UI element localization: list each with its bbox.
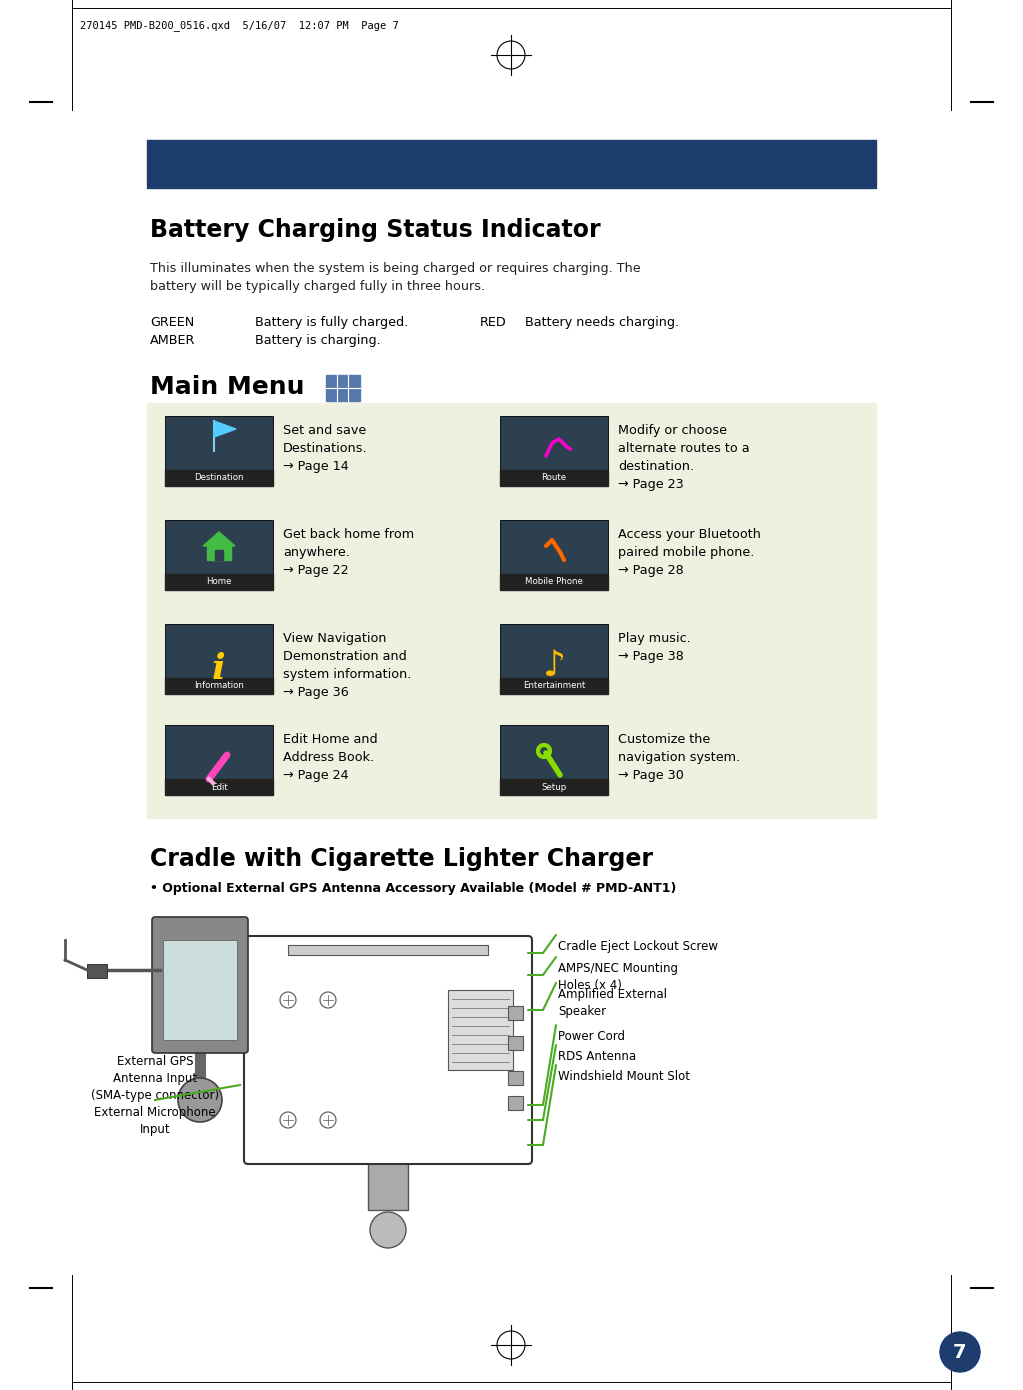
Bar: [165, 624, 273, 694]
Text: External GPS
Antenna Input
(SMA-type connector)
External Microphone
Input: External GPS Antenna Input (SMA-type con…: [91, 1055, 219, 1136]
Bar: [508, 1095, 523, 1111]
Text: Modify or choose
alternate routes to a
destination.
→ Page 23: Modify or choose alternate routes to a d…: [618, 424, 750, 491]
Bar: [368, 1161, 408, 1211]
Text: Mobile Phone: Mobile Phone: [525, 577, 583, 587]
Text: 7: 7: [953, 1343, 967, 1361]
Text: Access your Bluetooth
paired mobile phone.
→ Page 28: Access your Bluetooth paired mobile phon…: [618, 528, 761, 577]
Text: Get back home from
anywhere.
→ Page 22: Get back home from anywhere. → Page 22: [283, 528, 414, 577]
Text: View Navigation
Demonstration and
system information.
→ Page 36: View Navigation Demonstration and system…: [283, 632, 411, 699]
Text: Setup: Setup: [541, 783, 567, 791]
Bar: [500, 574, 608, 589]
Bar: [288, 945, 488, 955]
Bar: [165, 574, 273, 589]
Text: This illuminates when the system is being charged or requires charging. The
batt: This illuminates when the system is bein…: [150, 261, 640, 293]
Text: 270145 PMD-B200_0516.qxd  5/16/07  12:07 PM  Page 7: 270145 PMD-B200_0516.qxd 5/16/07 12:07 P…: [80, 19, 399, 31]
Text: Route: Route: [541, 474, 567, 482]
Bar: [165, 520, 273, 589]
Text: Battery is charging.: Battery is charging.: [255, 334, 381, 348]
Text: Cradle with Cigarette Lighter Charger: Cradle with Cigarette Lighter Charger: [150, 847, 653, 872]
Text: ♪: ♪: [542, 649, 566, 682]
Bar: [165, 778, 273, 795]
Text: Destination: Destination: [194, 474, 243, 482]
Bar: [215, 550, 223, 560]
Bar: [500, 778, 608, 795]
Polygon shape: [203, 532, 235, 546]
Bar: [165, 470, 273, 486]
Bar: [165, 678, 273, 694]
Bar: [500, 726, 608, 795]
Text: AMBER: AMBER: [150, 334, 195, 348]
Bar: [508, 1006, 523, 1020]
Text: Entertainment: Entertainment: [523, 681, 585, 691]
Bar: [500, 678, 608, 694]
Text: i: i: [212, 652, 226, 687]
Text: Edit: Edit: [211, 783, 227, 791]
FancyBboxPatch shape: [152, 917, 248, 1054]
Bar: [165, 726, 273, 795]
Text: Battery Charging Status Indicator: Battery Charging Status Indicator: [150, 218, 601, 242]
Text: Battery needs charging.: Battery needs charging.: [525, 316, 679, 329]
Bar: [500, 520, 608, 589]
Text: Power Cord: Power Cord: [558, 1030, 625, 1042]
Circle shape: [940, 1332, 980, 1372]
Text: Customize the
navigation system.
→ Page 30: Customize the navigation system. → Page …: [618, 733, 740, 783]
Bar: [326, 375, 360, 400]
Text: Battery is fully charged.: Battery is fully charged.: [255, 316, 408, 329]
Text: AMPS/NEC Mounting
Holes (x 4): AMPS/NEC Mounting Holes (x 4): [558, 962, 678, 992]
Text: GREEN: GREEN: [150, 316, 194, 329]
Bar: [500, 470, 608, 486]
Text: Windshield Mount Slot: Windshield Mount Slot: [558, 1070, 690, 1083]
Bar: [87, 965, 107, 979]
Text: Main Menu: Main Menu: [150, 375, 305, 399]
Text: Information: Information: [194, 681, 243, 691]
Text: Play music.
→ Page 38: Play music. → Page 38: [618, 632, 691, 663]
Bar: [500, 624, 608, 694]
Text: RED: RED: [480, 316, 506, 329]
Text: • Optional External GPS Antenna Accessory Available (Model # PMD-ANT1): • Optional External GPS Antenna Accessor…: [150, 883, 676, 895]
Polygon shape: [207, 546, 231, 560]
Circle shape: [370, 1212, 406, 1248]
Polygon shape: [214, 421, 236, 436]
Text: Cradle Eject Lockout Screw: Cradle Eject Lockout Screw: [558, 940, 718, 954]
Text: Home: Home: [207, 577, 232, 587]
Bar: [147, 403, 876, 817]
Bar: [147, 140, 876, 188]
FancyBboxPatch shape: [244, 935, 532, 1163]
Bar: [508, 1036, 523, 1049]
Text: RDS Antenna: RDS Antenna: [558, 1049, 636, 1063]
Bar: [165, 416, 273, 486]
Bar: [448, 990, 513, 1070]
Text: Amplified External
Speaker: Amplified External Speaker: [558, 988, 667, 1017]
Bar: [500, 416, 608, 486]
Text: Set and save
Destinations.
→ Page 14: Set and save Destinations. → Page 14: [283, 424, 367, 473]
Bar: [163, 940, 237, 1040]
Circle shape: [178, 1079, 222, 1122]
Bar: [508, 1072, 523, 1086]
Text: Edit Home and
Address Book.
→ Page 24: Edit Home and Address Book. → Page 24: [283, 733, 377, 783]
